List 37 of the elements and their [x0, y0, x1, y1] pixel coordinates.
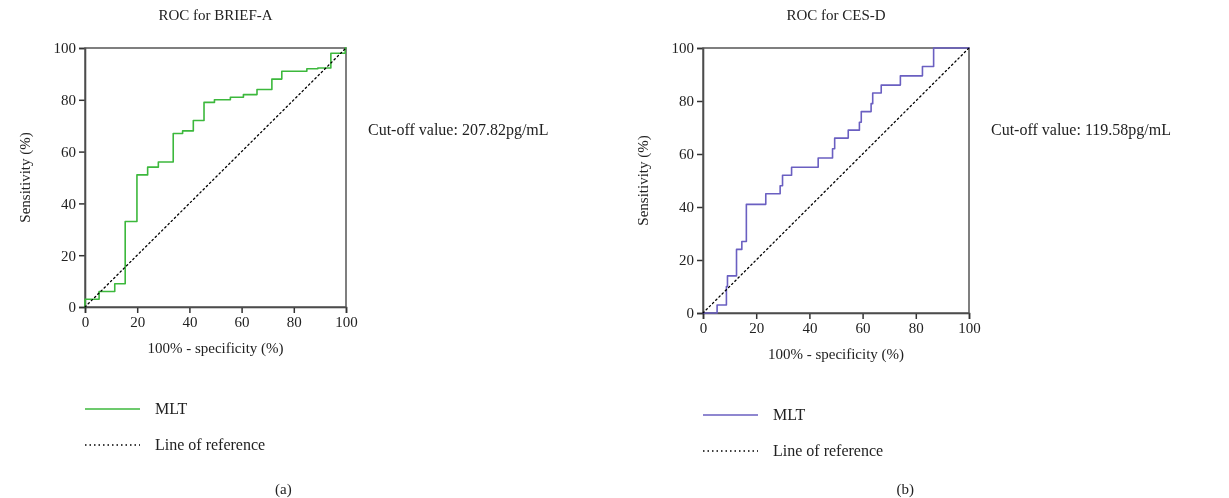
text: (b): [896, 481, 914, 498]
y-tick-label: 20: [679, 252, 694, 269]
x-axis-title: 100% - specificity (%): [147, 340, 284, 357]
x-tick-label: 0: [81, 313, 90, 330]
x-tick-label: 100: [958, 319, 981, 336]
y-tick-label: 100: [53, 40, 76, 57]
legend-label: Line of reference: [773, 442, 884, 459]
legend-label: MLT: [773, 406, 806, 423]
y-tick-label: 20: [61, 247, 76, 264]
legend-label: Line of reference: [155, 436, 266, 453]
text: Cut-off value: 119.58pg/mL: [991, 121, 1171, 139]
y-axis-title: Sensitivity (%): [635, 135, 652, 226]
chart-title: ROC for CES-D: [786, 7, 886, 23]
y-tick-label: 40: [61, 195, 76, 212]
x-tick-label: 40: [182, 313, 198, 330]
chart-title: ROC for BRIEF-A: [158, 7, 273, 23]
x-tick-label: 80: [908, 319, 924, 336]
y-tick-label: 0: [68, 299, 76, 316]
y-tick-label: 40: [679, 199, 694, 216]
x-axis-title: 100% - specificity (%): [767, 346, 905, 363]
y-tick-label: 60: [679, 146, 694, 163]
x-tick-label: 60: [855, 319, 871, 336]
x-tick-label: 0: [699, 319, 708, 336]
y-tick-label: 60: [61, 143, 76, 160]
y-tick-label: 80: [679, 93, 694, 110]
x-tick-label: 100: [335, 313, 358, 330]
text: Cut-off value: 207.82pg/mL: [368, 121, 549, 139]
x-tick-label: 60: [234, 313, 250, 330]
x-tick-label: 20: [749, 319, 765, 336]
y-tick-label: 80: [61, 92, 76, 109]
y-axis-title: Sensitivity (%): [17, 132, 34, 223]
legend-label: MLT: [155, 400, 188, 417]
x-tick-label: 20: [130, 313, 146, 330]
y-tick-label: 100: [671, 40, 694, 57]
x-tick-label: 40: [802, 319, 818, 336]
text: (a): [275, 481, 292, 498]
x-tick-label: 80: [286, 313, 302, 330]
